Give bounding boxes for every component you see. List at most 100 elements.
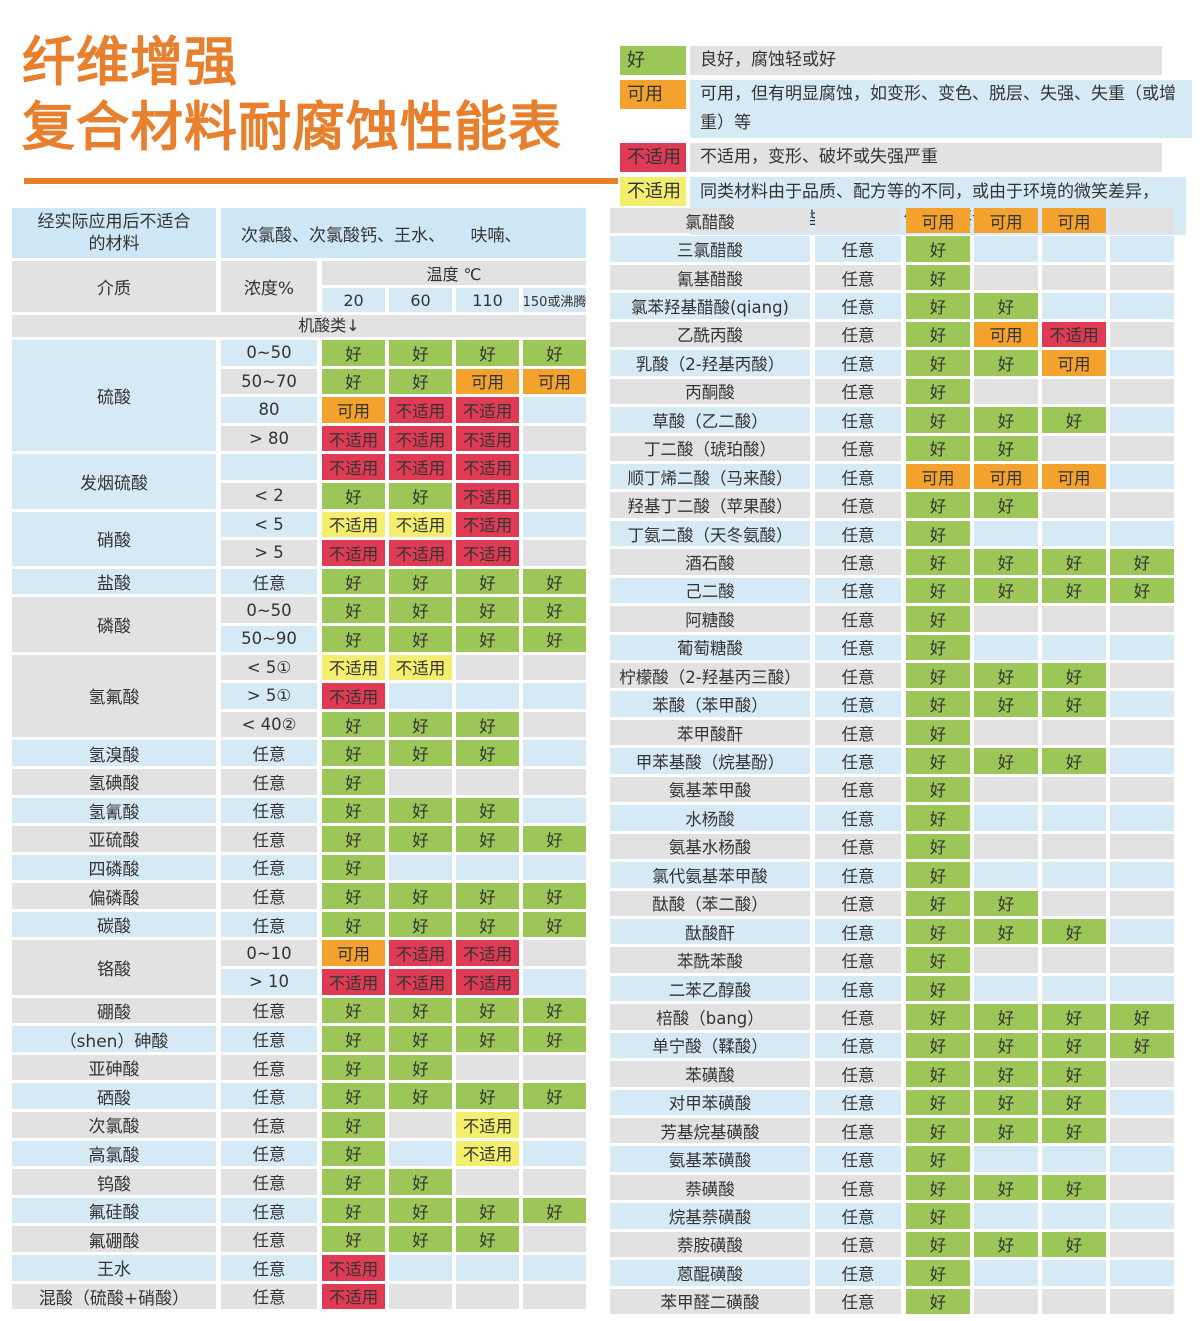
media-group: 铬酸 0~10 可用 不适用 不适用 > 10 不适用 不适用 不适用 <box>12 940 586 997</box>
rating-cell: 好 <box>906 1032 970 1059</box>
media-group: （shen）砷酸 任意好好好好 <box>12 1026 586 1055</box>
rating-cell: 好 <box>389 883 452 909</box>
rating-cell: 不适用 <box>456 482 519 509</box>
rating-cell: 好 <box>523 826 586 852</box>
left-table: 经实际应用后不适合 的材料 次氯酸、次氯酸钙、王水、 呋喃、 介质 浓度% 温度… <box>12 208 586 1312</box>
empty-cell <box>1042 833 1106 860</box>
table-row: 顺丁烯二酸（马来酸） 任意 可用 可用 可用 <box>610 463 1174 490</box>
rating-cell: 好 <box>322 1083 385 1110</box>
empty-cell <box>1110 606 1174 632</box>
rating-cell: 好 <box>906 890 970 916</box>
rating-cell: 好 <box>906 719 970 746</box>
media-cell: 萘胺磺酸 <box>610 1231 810 1258</box>
empty-cell <box>1110 776 1174 803</box>
concentration-cell: < 5 <box>221 511 317 538</box>
empty-cell <box>456 1255 519 1281</box>
empty-cell <box>1110 634 1174 660</box>
rating-cell: 好 <box>456 997 519 1024</box>
rating-cell: 好 <box>1110 577 1174 604</box>
temperature-header-group: 温度 ℃ 20 60 110 150或沸腾 <box>322 261 586 312</box>
empty-cell <box>974 805 1038 831</box>
rating-cell: 好 <box>1042 1089 1106 1115</box>
legend-chip-green: 好 <box>620 46 686 75</box>
empty-cell <box>1042 1203 1106 1229</box>
concentration-cell: 任意 <box>815 918 901 945</box>
rating-cell: 好 <box>906 520 970 547</box>
concentration-cell: 0~50 <box>221 597 317 623</box>
empty-cell <box>523 969 586 995</box>
media-cell: 烷基萘磺酸 <box>610 1203 810 1229</box>
rating-cell: 好 <box>389 911 452 938</box>
concentration-cell: < 2 <box>221 482 317 509</box>
rating-cell: 可用 <box>974 463 1038 490</box>
rating-cell: 好 <box>322 854 385 881</box>
rating-cell: 好 <box>456 711 519 738</box>
table-row: 任意 不适用 <box>221 1283 586 1310</box>
concentration-cell: 任意 <box>815 634 901 660</box>
concentration-cell: 任意 <box>815 947 901 973</box>
empty-cell <box>389 854 452 881</box>
rating-cell: 好 <box>906 805 970 831</box>
empty-cell <box>974 236 1038 262</box>
section-header-organic-acids: 机酸类↓ <box>12 315 586 337</box>
media-cell: （shen）砷酸 <box>12 1026 216 1052</box>
empty-cell <box>456 1283 519 1310</box>
rating-cell: 好 <box>456 340 519 366</box>
concentration-cell: 任意 <box>815 1146 901 1172</box>
rating-cell: 不适用 <box>389 654 452 681</box>
rating-cell: 好 <box>974 1231 1038 1258</box>
rating-cell: 好 <box>1042 549 1106 575</box>
concentration-cell: 任意 <box>815 264 901 291</box>
media-cell: 氰基醋酸 <box>610 264 810 291</box>
media-cell: 氯醋酸 <box>610 208 810 234</box>
empty-cell <box>974 634 1038 660</box>
media-cell: 酞酸（苯二酸） <box>610 890 810 916</box>
concentration-cell: 任意 <box>815 776 901 803</box>
empty-cell <box>523 1112 586 1138</box>
media-cell: 氯苯羟基醋酸(qiang) <box>610 293 810 319</box>
rating-cell: 不适用 <box>389 425 452 452</box>
empty-cell <box>389 1140 452 1167</box>
media-group: 硒酸 任意好好好好 <box>12 1083 586 1112</box>
rating-cell: 好 <box>906 549 970 575</box>
empty-cell <box>1110 1260 1174 1286</box>
empty-cell <box>974 378 1038 405</box>
rating-cell: 好 <box>974 1174 1038 1201</box>
table-row: 氯代氨基苯甲酸 任意好 <box>610 862 1174 888</box>
empty-cell <box>523 1255 586 1281</box>
table-row: 氯苯羟基醋酸(qiang) 任意好好 <box>610 293 1174 319</box>
empty-cell <box>523 768 586 795</box>
table-row: 任意好 <box>221 768 586 795</box>
concentration-cell: 任意 <box>815 748 901 774</box>
rating-cell: 好 <box>974 407 1038 433</box>
media-group: 次氯酸 任意好 不适用 <box>12 1112 586 1141</box>
media-group: 发烟硫酸 不适用 不适用 不适用 < 2 好好不适用 <box>12 454 586 511</box>
rating-cell: 好 <box>322 1226 385 1252</box>
rating-cell: 好 <box>906 435 970 461</box>
table-row: 0~50 好好好好 <box>221 597 586 623</box>
table-row: 任意 不适用 <box>221 1255 586 1281</box>
rating-cell: 好 <box>974 549 1038 575</box>
media-group: 混酸（硫酸+硝酸） 任意 不适用 <box>12 1283 586 1313</box>
concentration-cell: > 5 <box>221 540 317 566</box>
concentration-cell: 任意 <box>815 293 901 319</box>
rating-cell: 不适用 <box>322 540 385 566</box>
concentration-cell: 任意 <box>815 663 901 689</box>
media-group-rows: 任意好好好 <box>221 740 586 769</box>
concentration-cell: 任意 <box>815 805 901 831</box>
table-row: 50~70 好好可用 可用 <box>221 368 586 395</box>
rating-cell: 可用 <box>456 368 519 395</box>
rating-cell: 好 <box>974 1004 1038 1030</box>
table-row: > 5① 不适用 <box>221 683 586 709</box>
concentration-cell: 任意 <box>815 606 901 632</box>
empty-cell <box>1110 1146 1174 1172</box>
media-cell: 萘磺酸 <box>610 1174 810 1201</box>
left-table-body: 硫酸 0~50 好好好好 50~70 好好可用 可用 80 可用 不适用 不适用 > 80 不适用 不适… <box>12 340 586 1312</box>
empty-cell <box>1110 236 1174 262</box>
table-row: 80 可用 不适用 不适用 <box>221 397 586 423</box>
table-row: 50~90 好好好好 <box>221 625 586 652</box>
rating-cell: 好 <box>389 568 452 595</box>
media-cell: 混酸（硫酸+硝酸） <box>12 1283 216 1310</box>
empty-cell <box>1110 691 1174 717</box>
